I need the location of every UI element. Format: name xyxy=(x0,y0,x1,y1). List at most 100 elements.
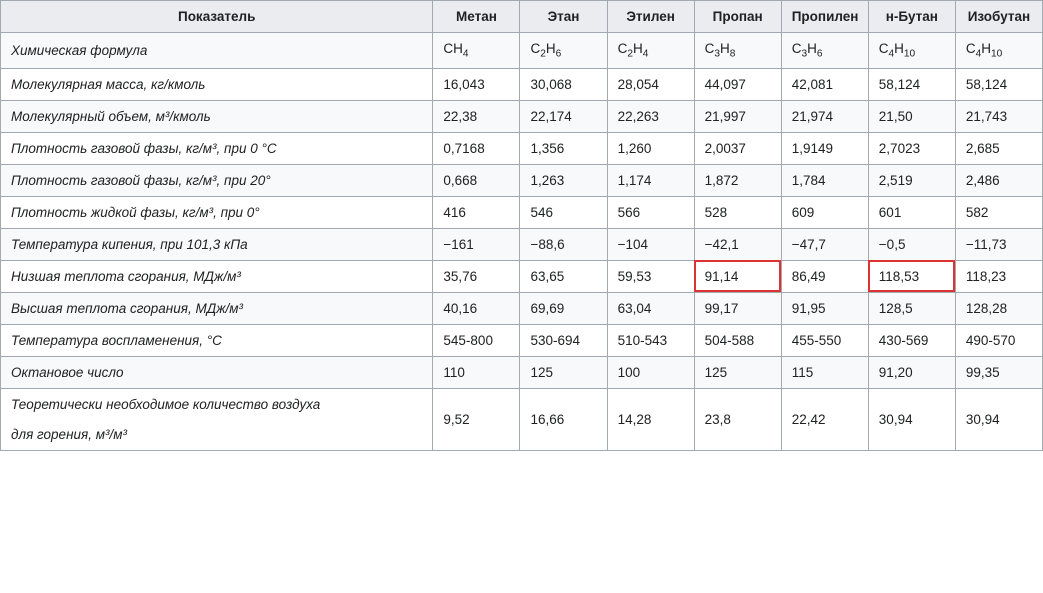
row-label: Молекулярный объем, м³/кмоль xyxy=(1,100,433,132)
data-cell: 0,668 xyxy=(433,164,520,196)
data-cell: −88,6 xyxy=(520,228,607,260)
data-cell: 546 xyxy=(520,196,607,228)
data-cell: 21,974 xyxy=(781,100,868,132)
data-cell: 545-800 xyxy=(433,324,520,356)
data-cell: 430-569 xyxy=(868,324,955,356)
row-label: Плотность жидкой фазы, кг/м³, при 0° xyxy=(1,196,433,228)
data-cell: C4H10 xyxy=(955,33,1042,69)
data-cell: 128,28 xyxy=(955,292,1042,324)
data-cell: 99,35 xyxy=(955,356,1042,388)
data-cell: −0,5 xyxy=(868,228,955,260)
column-header-propylene: Пропилен xyxy=(781,1,868,33)
data-cell: 63,04 xyxy=(607,292,694,324)
row-label: Низшая теплота сгорания, МДж/м³ xyxy=(1,260,433,292)
data-cell: −47,7 xyxy=(781,228,868,260)
data-cell: 16,043 xyxy=(433,68,520,100)
data-cell: 128,5 xyxy=(868,292,955,324)
data-cell: 91,95 xyxy=(781,292,868,324)
data-cell: 528 xyxy=(694,196,781,228)
column-header-isobutane: Изобутан xyxy=(955,1,1042,33)
gas-properties-table: Показатель Метан Этан Этилен Пропан Проп… xyxy=(0,0,1043,451)
data-cell: 609 xyxy=(781,196,868,228)
column-header-nbutane: н-Бутан xyxy=(868,1,955,33)
table-row: Температура кипения, при 101,3 кПа−161−8… xyxy=(1,228,1043,260)
data-cell: 16,66 xyxy=(520,388,607,450)
data-cell: 118,23 xyxy=(955,260,1042,292)
data-cell: 110 xyxy=(433,356,520,388)
data-cell: 58,124 xyxy=(955,68,1042,100)
data-cell: 21,997 xyxy=(694,100,781,132)
column-header-indicator: Показатель xyxy=(1,1,433,33)
data-cell: 1,9149 xyxy=(781,132,868,164)
data-cell: 115 xyxy=(781,356,868,388)
data-cell: C2H4 xyxy=(607,33,694,69)
data-cell: 566 xyxy=(607,196,694,228)
data-cell: 44,097 xyxy=(694,68,781,100)
data-cell: 2,7023 xyxy=(868,132,955,164)
data-cell: 58,124 xyxy=(868,68,955,100)
row-label: Октановое число xyxy=(1,356,433,388)
data-cell: 2,0037 xyxy=(694,132,781,164)
data-cell: 455-550 xyxy=(781,324,868,356)
data-cell: 100 xyxy=(607,356,694,388)
data-cell: 9,52 xyxy=(433,388,520,450)
table-row: Теоретически необходимое количество возд… xyxy=(1,388,1043,450)
row-label: Высшая теплота сгорания, МДж/м³ xyxy=(1,292,433,324)
data-cell: 22,38 xyxy=(433,100,520,132)
data-cell: C4H10 xyxy=(868,33,955,69)
data-cell: 125 xyxy=(520,356,607,388)
data-cell: CH4 xyxy=(433,33,520,69)
data-cell: 59,53 xyxy=(607,260,694,292)
row-label: Молекулярная масса, кг/кмоль xyxy=(1,68,433,100)
data-cell: 42,081 xyxy=(781,68,868,100)
table-row: Температура воспламенения, °С545-800530-… xyxy=(1,324,1043,356)
table-row: Низшая теплота сгорания, МДж/м³35,7663,6… xyxy=(1,260,1043,292)
data-cell: 1,263 xyxy=(520,164,607,196)
data-cell: 63,65 xyxy=(520,260,607,292)
table-row: Высшая теплота сгорания, МДж/м³40,1669,6… xyxy=(1,292,1043,324)
table-body: Химическая формулаCH4C2H6C2H4C3H8C3H6C4H… xyxy=(1,33,1043,451)
data-cell: 22,263 xyxy=(607,100,694,132)
table-row: Плотность газовой фазы, кг/м³, при 20°0,… xyxy=(1,164,1043,196)
data-cell: 118,53 xyxy=(868,260,955,292)
data-cell: 582 xyxy=(955,196,1042,228)
data-cell: 416 xyxy=(433,196,520,228)
data-cell: 21,50 xyxy=(868,100,955,132)
data-cell: −104 xyxy=(607,228,694,260)
data-cell: 30,94 xyxy=(868,388,955,450)
data-cell: 2,519 xyxy=(868,164,955,196)
data-cell: 510-543 xyxy=(607,324,694,356)
data-cell: 1,260 xyxy=(607,132,694,164)
row-label: Плотность газовой фазы, кг/м³, при 20° xyxy=(1,164,433,196)
data-cell: 30,068 xyxy=(520,68,607,100)
row-label: Температура кипения, при 101,3 кПа xyxy=(1,228,433,260)
data-cell: 1,872 xyxy=(694,164,781,196)
row-label: Химическая формула xyxy=(1,33,433,69)
data-cell: 1,784 xyxy=(781,164,868,196)
data-cell: −161 xyxy=(433,228,520,260)
data-cell: 0,7168 xyxy=(433,132,520,164)
table-row: Химическая формулаCH4C2H6C2H4C3H8C3H6C4H… xyxy=(1,33,1043,69)
data-cell: 23,8 xyxy=(694,388,781,450)
data-cell: 91,20 xyxy=(868,356,955,388)
data-cell: 35,76 xyxy=(433,260,520,292)
row-label: Температура воспламенения, °С xyxy=(1,324,433,356)
data-cell: 30,94 xyxy=(955,388,1042,450)
data-cell: C3H8 xyxy=(694,33,781,69)
table-row: Плотность жидкой фазы, кг/м³, при 0°4165… xyxy=(1,196,1043,228)
table-row: Молекулярная масса, кг/кмоль16,04330,068… xyxy=(1,68,1043,100)
data-cell: 490-570 xyxy=(955,324,1042,356)
table-row: Плотность газовой фазы, кг/м³, при 0 °С0… xyxy=(1,132,1043,164)
data-cell: 1,356 xyxy=(520,132,607,164)
data-cell: 2,685 xyxy=(955,132,1042,164)
data-cell: 86,49 xyxy=(781,260,868,292)
data-cell: 601 xyxy=(868,196,955,228)
table-row: Октановое число11012510012511591,2099,35 xyxy=(1,356,1043,388)
data-cell: 22,42 xyxy=(781,388,868,450)
data-cell: 22,174 xyxy=(520,100,607,132)
row-label: Плотность газовой фазы, кг/м³, при 0 °С xyxy=(1,132,433,164)
column-header-propane: Пропан xyxy=(694,1,781,33)
data-cell: 99,17 xyxy=(694,292,781,324)
data-cell: −42,1 xyxy=(694,228,781,260)
data-cell: 40,16 xyxy=(433,292,520,324)
